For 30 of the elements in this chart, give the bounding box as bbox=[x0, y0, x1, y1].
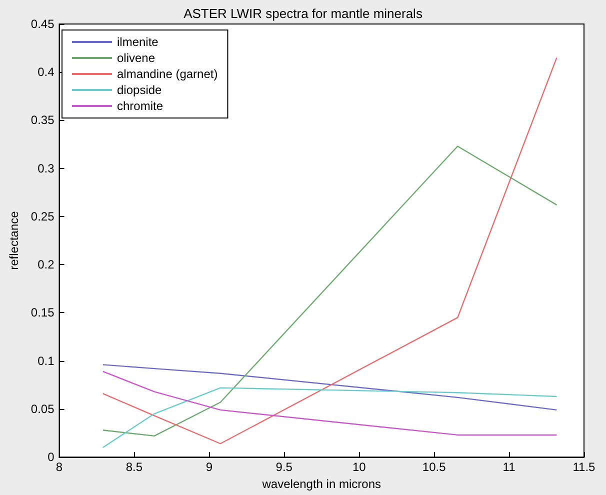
line-series bbox=[102, 146, 558, 437]
y-tick-label: 0.15 bbox=[30, 306, 55, 320]
y-axis-title: reflectance bbox=[7, 210, 21, 270]
y-tick-label: 0.45 bbox=[30, 17, 55, 31]
y-tick-label: 0.2 bbox=[38, 258, 55, 272]
legend-label: almandine (garnet) bbox=[117, 67, 218, 81]
y-tick-label: 0.4 bbox=[38, 65, 55, 80]
y-tick-label: 0 bbox=[48, 450, 55, 464]
x-tick-label: 9 bbox=[206, 460, 213, 474]
x-tick-label: 9.5 bbox=[276, 460, 293, 474]
x-tick-label: 10 bbox=[352, 460, 366, 474]
y-tick-label: 0.05 bbox=[30, 402, 55, 416]
y-tick-label: 0.1 bbox=[38, 354, 55, 368]
x-tick-label: 8.5 bbox=[126, 460, 143, 474]
line-series bbox=[102, 364, 558, 411]
x-tick-label: 11.5 bbox=[572, 460, 596, 474]
y-tick-label: 0.3 bbox=[38, 161, 55, 176]
y-tick-label: 0.25 bbox=[30, 209, 55, 224]
chart-title: ASTER LWIR spectra for mantle minerals bbox=[184, 6, 423, 21]
x-tick-label: 8 bbox=[56, 460, 63, 474]
x-tick-label: 11 bbox=[502, 460, 516, 474]
x-axis-title: wavelength in microns bbox=[261, 477, 381, 491]
legend-label: diopside bbox=[117, 83, 162, 97]
line-series bbox=[102, 370, 558, 436]
x-tick-label: 10.5 bbox=[422, 460, 446, 474]
legend-label: ilmenite bbox=[117, 35, 159, 49]
y-tick-label: 0.35 bbox=[30, 113, 55, 128]
line-series bbox=[102, 387, 558, 448]
legend-label: chromite bbox=[117, 99, 164, 113]
legend-label: olivene bbox=[117, 51, 156, 65]
